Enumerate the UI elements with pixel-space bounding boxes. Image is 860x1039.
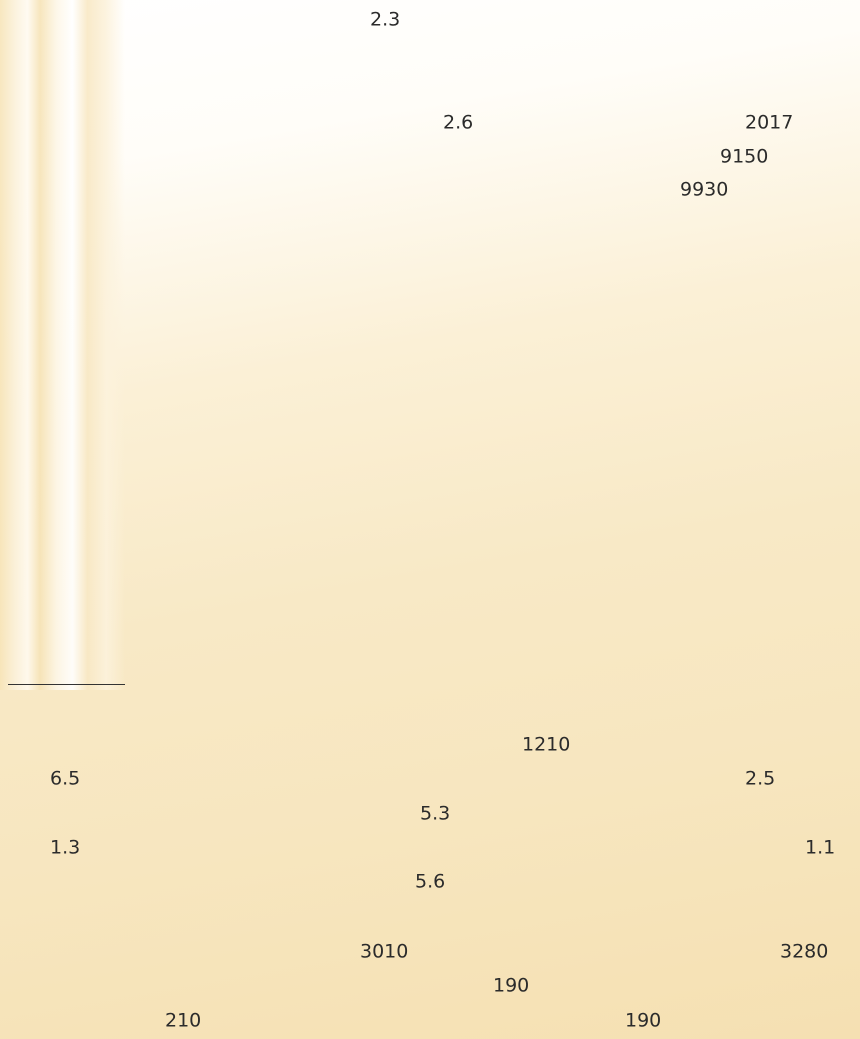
number-text: 2.5 [745,767,776,790]
number-text: 3010 [360,940,409,963]
number-text: 1210 [522,733,571,756]
separator-line [8,684,125,685]
number-text: 9930 [680,178,729,201]
number-text: 1.1 [805,836,836,859]
number-text: 3280 [780,940,829,963]
number-text: 2017 [745,111,794,134]
number-text: 1.3 [50,836,81,859]
number-text: 5.6 [415,870,446,893]
number-text: 6.5 [50,767,81,790]
number-text: 210 [165,1009,202,1032]
number-text: 190 [625,1009,662,1032]
decorative-stripes [0,0,125,690]
number-text: 2.6 [443,111,474,134]
number-text: 5.3 [420,802,451,825]
number-text: 9150 [720,145,769,168]
number-text: 2.3 [370,8,401,31]
number-text: 190 [493,974,530,997]
